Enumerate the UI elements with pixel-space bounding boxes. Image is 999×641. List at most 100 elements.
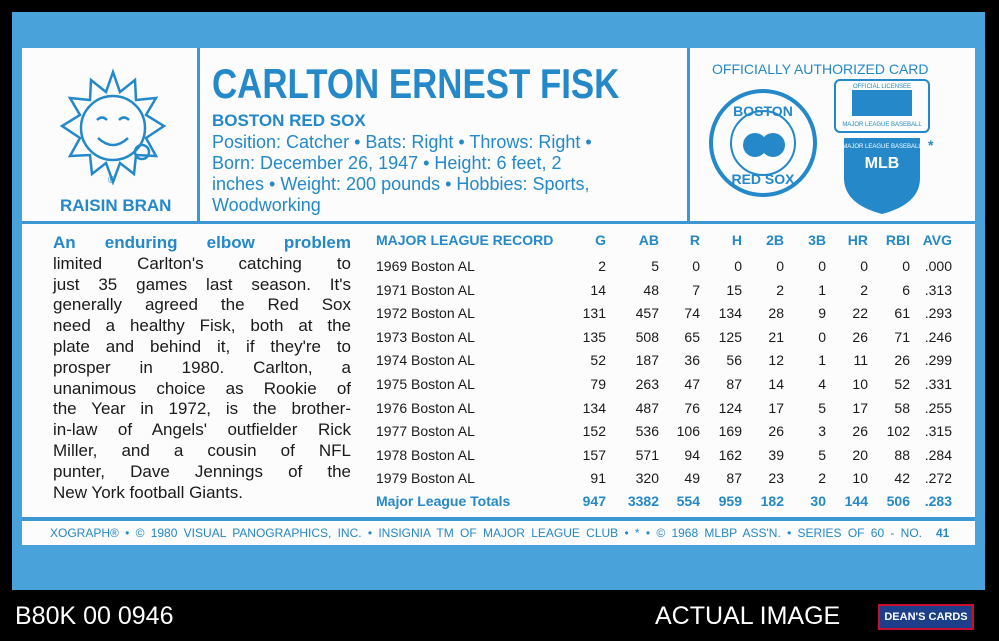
record-row-label: 1979 Boston AL	[376, 470, 475, 487]
record-row-cell: 15	[726, 281, 742, 298]
record-row-cell: .000	[924, 258, 952, 274]
record-row-cell: 91	[590, 470, 606, 487]
record-row-cell: 0	[818, 258, 826, 274]
registered-mark: ®	[108, 175, 116, 186]
record-row-cell: 71	[894, 328, 910, 345]
record-row-cell: 169	[718, 423, 742, 440]
record-row-cell: 7	[692, 281, 700, 298]
blurb-line: in-law of Angels' outfielder Rick	[53, 420, 351, 440]
divider	[197, 48, 200, 222]
record-row-label: 1973 Boston AL	[376, 328, 475, 345]
totals-row-cell: 182	[760, 493, 784, 509]
blurb-line: plate and behind it, if they're to	[53, 337, 351, 356]
record-row-cell: 162	[718, 446, 742, 463]
record-row-cell: 76	[684, 399, 700, 416]
record-row-cell: 87	[726, 470, 742, 487]
record-row-label: 1971 Boston AL	[376, 281, 475, 298]
record-row-cell: 39	[768, 446, 784, 463]
team-logo-bottom: RED SOX	[731, 171, 795, 187]
record-row-cell: 26	[852, 423, 868, 440]
record-row-cell: 12	[768, 352, 784, 369]
column-header-cell: AVG	[922, 232, 952, 248]
bio-line: Position: Catcher • Bats: Right • Throws…	[212, 132, 592, 152]
bio-line: Born: December 26, 1947 • Height: 6 feet…	[212, 153, 562, 173]
divider	[22, 221, 975, 224]
record-row-cell: 2	[598, 258, 606, 274]
record-row-cell: 79	[590, 376, 606, 392]
bio-line: Woodworking	[212, 195, 321, 215]
record-row-cell: 102	[886, 423, 910, 440]
column-header-label: MAJOR LEAGUE RECORD	[376, 232, 554, 248]
column-header-cell: RBI	[885, 232, 910, 248]
record-row-cell: 135	[582, 328, 606, 345]
record-row-cell: 11	[853, 352, 868, 369]
record-row-cell: 263	[635, 376, 659, 392]
record-row-cell: 9	[818, 305, 826, 322]
blurb-line: New York football Giants.	[53, 482, 243, 502]
record-row-label: 1976 Boston AL	[376, 399, 475, 416]
record-row-cell: 5	[818, 399, 826, 416]
column-header-cell: AB	[638, 232, 659, 248]
league-logos: OFFICIAL LICENSEE MAJOR LEAGUE BASEBALL …	[834, 79, 934, 214]
record-row-cell: 457	[635, 305, 659, 322]
totals-row-cell: 144	[844, 493, 868, 509]
team-logo-top: BOSTON	[733, 103, 793, 119]
record-row-cell: 49	[684, 470, 700, 487]
record-row-cell: .272	[924, 470, 952, 487]
blurb-line: unanimous choice as Rookie of	[53, 378, 351, 398]
blurb-line: punter, Dave Jennings of the	[53, 461, 351, 481]
record-row-cell: 74	[684, 305, 700, 322]
column-header-cell: 2B	[766, 232, 784, 248]
column-header-cell: 3B	[808, 232, 826, 248]
record-row-cell: 1	[818, 281, 826, 298]
record-row-cell: 536	[635, 423, 659, 440]
record-row-cell: 26	[768, 423, 784, 440]
record-row-cell: 134	[582, 399, 606, 416]
record-row-cell: 0	[734, 258, 742, 274]
record-row-cell: 0	[818, 328, 826, 345]
record-row-cell: 2	[860, 281, 868, 298]
record-row-cell: .299	[924, 352, 952, 369]
record-row-cell: 14	[768, 376, 784, 392]
record-row-cell: 56	[726, 352, 742, 369]
sun-logo	[59, 68, 167, 186]
totals-row-cell: .283	[924, 493, 952, 509]
record-row-cell: 0	[692, 258, 700, 274]
record-row-cell: 94	[684, 446, 700, 463]
record-row-cell: 22	[852, 305, 868, 322]
blurb-line: just 35 games last season. It's	[53, 274, 351, 294]
record-row-cell: 187	[635, 352, 659, 369]
player-name: CARLTON ERNEST FISK	[212, 60, 620, 107]
team-name: BOSTON RED SOX	[212, 111, 366, 130]
record-row-cell: 1	[818, 352, 826, 369]
column-header-cell: R	[689, 232, 700, 248]
record-row-cell: 61	[894, 305, 910, 322]
totals-row-cell: 947	[582, 493, 606, 509]
asterisk: *	[928, 137, 934, 153]
divider	[22, 517, 975, 521]
record-row-cell: 36	[684, 352, 700, 369]
sponsor-name: RAISIN BRAN	[60, 196, 172, 215]
record-row-cell: 87	[726, 376, 742, 392]
record-row-cell: 106	[676, 423, 700, 440]
record-row-cell: 131	[582, 305, 606, 322]
blurb-line: prosper in 1980. Carlton, a	[53, 357, 351, 377]
footer-text: XOGRAPH® • © 1980 VISUAL PANOGRAPHICS, I…	[50, 526, 922, 540]
column-header-cell: HR	[847, 232, 868, 248]
blurb-line: generally agreed the Red Sox	[53, 295, 351, 315]
record-row-cell: 0	[860, 258, 868, 274]
record-row-cell: 20	[852, 446, 868, 463]
record-row-cell: 17	[768, 399, 784, 416]
record-row-cell: 4	[818, 376, 826, 392]
record-row-label: 1969 Boston AL	[376, 258, 475, 274]
record-row-cell: .284	[924, 446, 952, 463]
record-row-cell: 571	[635, 446, 659, 463]
record-row-cell: 21	[768, 328, 784, 345]
mlb-top: MAJOR LEAGUE BASEBALL	[842, 144, 922, 150]
record-row-cell: 152	[582, 423, 606, 440]
totals-row-cell: 554	[676, 493, 700, 509]
scan-label: ACTUAL IMAGE	[655, 602, 841, 630]
record-row-cell: 14	[590, 281, 606, 298]
blurb-line: limited Carlton's catching to	[53, 253, 351, 273]
